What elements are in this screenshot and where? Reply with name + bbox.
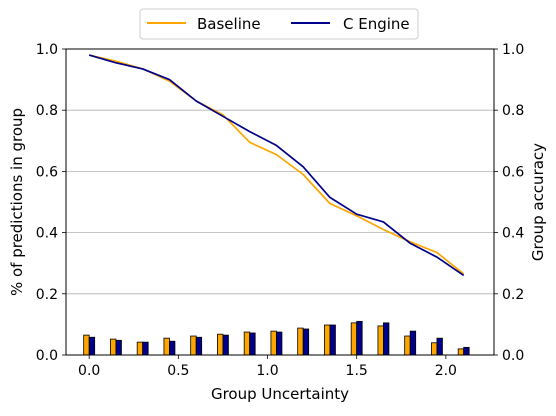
right-tick-label-4: 0.8	[502, 103, 524, 119]
bar-cengine-0	[88, 336, 96, 356]
x-tick-label-3: 1.5	[346, 363, 368, 379]
line-series	[88, 54, 465, 277]
right-tick-label-0: 0.0	[502, 348, 524, 364]
bar-baseline-3	[163, 337, 170, 356]
bar-cengine-6	[249, 332, 256, 356]
grid-lines	[66, 109, 494, 295]
bar-baseline-4	[190, 335, 197, 356]
right-axis-label: Group accuracy	[529, 143, 547, 261]
bar-cengine-9	[329, 324, 336, 356]
bar-baseline-9	[324, 324, 331, 356]
left-axis-label: % of predictions in group	[8, 108, 26, 296]
legend-box	[139, 8, 419, 40]
bar-baseline-1	[110, 338, 117, 356]
bar-baseline-13	[431, 342, 438, 356]
left-tick-label-5: 1.0	[36, 42, 58, 58]
bar-cengine-2	[142, 341, 149, 356]
bar-baseline-0	[83, 334, 90, 356]
left-tick-label-2: 0.4	[36, 226, 58, 242]
left-tick-label-4: 0.8	[36, 103, 58, 119]
x-axis-ticks: 0.0 0.5 1.0 1.5 2.0	[78, 355, 457, 379]
x-tick-label-1: 0.5	[167, 363, 189, 379]
line-cengine	[88, 54, 465, 277]
bar-baseline-8	[297, 327, 304, 356]
legend-label-baseline: Baseline	[197, 15, 261, 33]
x-axis-label: Group Uncertainty	[211, 385, 349, 403]
bar-baseline-11	[377, 325, 384, 356]
bar-cengine-13	[436, 337, 443, 356]
legend: Baseline C Engine	[139, 8, 419, 40]
left-tick-label-3: 0.6	[36, 164, 58, 180]
bar-cengine-1	[115, 339, 122, 356]
left-tick-label-0: 0.0	[36, 348, 58, 364]
right-tick-label-5: 1.0	[502, 42, 524, 58]
bar-baseline-5	[217, 333, 224, 356]
bar-baseline-6	[243, 331, 251, 356]
legend-label-cengine: C Engine	[343, 15, 410, 33]
x-tick-label-0: 0.0	[78, 363, 100, 379]
bar-cengine-3	[169, 340, 176, 356]
bar-cengine-4	[195, 336, 203, 356]
right-tick-label-1: 0.2	[502, 287, 524, 303]
bar-baseline-14	[457, 348, 465, 356]
bar-baseline-7	[270, 330, 277, 356]
right-axis-ticks: 0.0 0.2 0.4 0.6 0.8 1.0	[494, 42, 524, 364]
right-tick-label-2: 0.4	[502, 226, 524, 242]
bar-cengine-7	[276, 331, 283, 356]
bar-cengine-10	[356, 320, 363, 356]
bar-cengine-5	[222, 334, 229, 356]
bar-cengine-12	[409, 330, 417, 356]
bar-baseline-2	[136, 341, 144, 356]
bar-cengine-8	[302, 328, 310, 356]
x-tick-label-2: 1.0	[256, 363, 278, 379]
right-tick-label-3: 0.6	[502, 164, 524, 180]
bar-baseline-12	[404, 335, 411, 356]
bar-cengine-11	[383, 322, 390, 356]
left-tick-label-1: 0.2	[36, 287, 58, 303]
plot-frame	[65, 48, 495, 356]
x-tick-label-4: 2.0	[435, 363, 457, 379]
bar-baseline-10	[350, 322, 358, 356]
left-axis-ticks: 0.0 0.2 0.4 0.6 0.8 1.0	[36, 42, 66, 364]
bar-cengine-14	[463, 346, 470, 356]
bar-series	[83, 320, 470, 356]
